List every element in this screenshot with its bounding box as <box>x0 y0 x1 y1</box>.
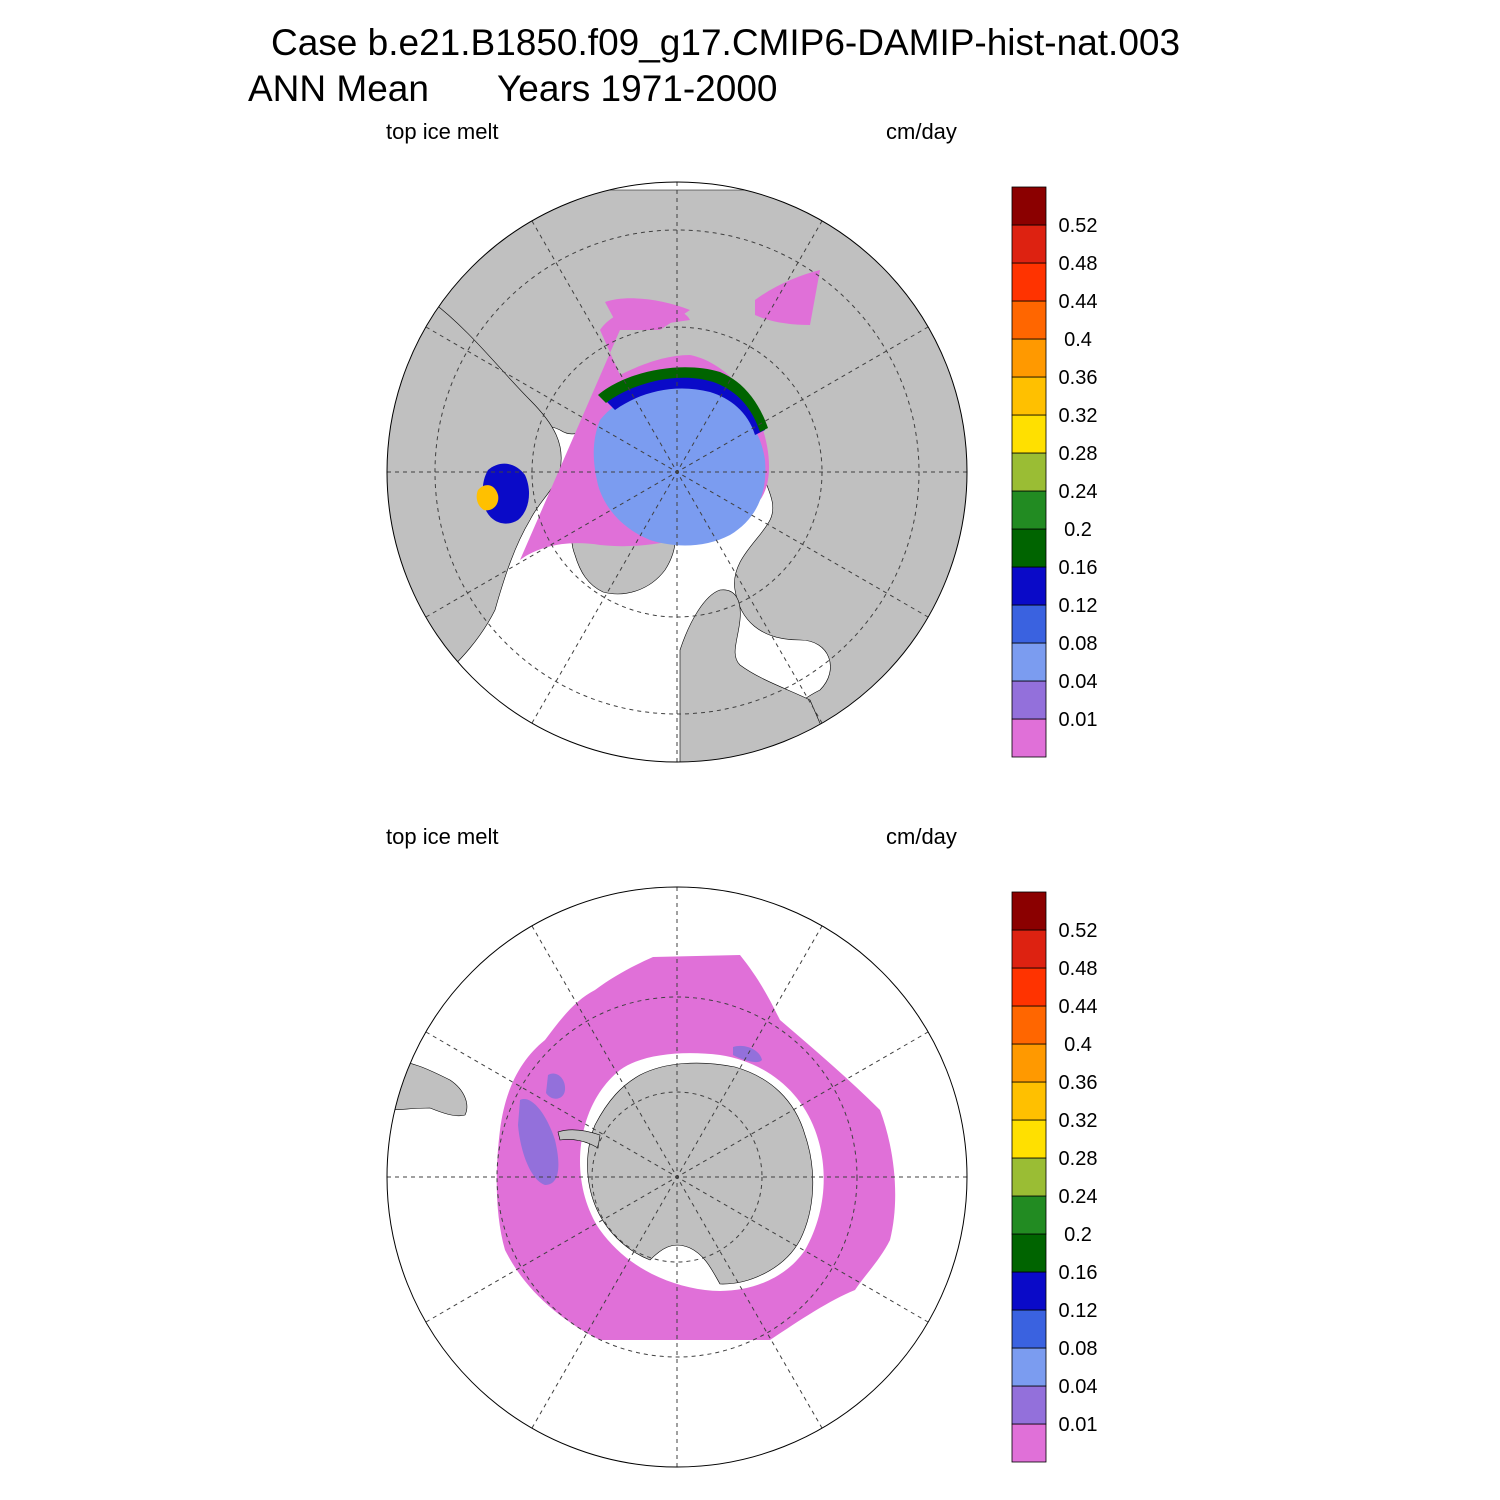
north-colorbar-tick-label: 0.4 <box>1064 329 1092 351</box>
north-colorbar-swatch <box>1011 566 1047 606</box>
south-colorbar-swatch <box>1011 1309 1047 1349</box>
north-colorbar-swatch <box>1011 528 1047 568</box>
north-ice-hudson <box>482 463 530 524</box>
north-ice-central-0.04 <box>593 384 766 546</box>
north-polar-map <box>386 181 968 763</box>
south-land-antarctica <box>587 1062 814 1285</box>
north-colorbar-tick-label: 0.12 <box>1059 595 1098 617</box>
south-colorbar-swatch <box>1011 1233 1047 1273</box>
south-colorbar-swatch <box>1011 1005 1047 1045</box>
north-map-boundary <box>386 181 968 763</box>
north-colorbar: 0.01 0.04 0.08 0.12 0.16 0.2 0.24 0.28 0.32 0.36 0… <box>1011 186 1098 758</box>
north-colorbar-tick-label: 0.01 <box>1059 709 1098 731</box>
south-ice-patch-2 <box>546 1073 566 1099</box>
north-colorbar-swatch <box>1011 262 1047 302</box>
south-colorbar-tick-label: 0.01 <box>1059 1414 1098 1436</box>
south-land-peninsula <box>557 1129 601 1149</box>
south-colorbar-swatch <box>1011 891 1047 931</box>
south-colorbar-tick-label: 0.2 <box>1064 1224 1092 1246</box>
north-colorbar-swatch <box>1011 604 1047 644</box>
figure-title-case: Case b.e21.B1850.f09_g17.CMIP6-DAMIP-his… <box>271 22 1181 63</box>
north-units-label: cm/day <box>886 119 957 144</box>
south-ice-patch-weddell <box>518 1099 559 1185</box>
south-units-label: cm/day <box>886 824 957 849</box>
north-colorbar-tick-label: 0.28 <box>1059 443 1098 465</box>
north-colorbar-swatch <box>1011 376 1047 416</box>
south-polar-map <box>386 886 968 1468</box>
north-ice-edge-0.16 <box>598 367 768 432</box>
north-variable-label: top ice melt <box>386 119 499 144</box>
north-ice-hudson-yellow <box>476 485 499 511</box>
south-colorbar-tick-label: 0.32 <box>1059 1110 1098 1132</box>
south-colorbar-tick-label: 0.28 <box>1059 1148 1098 1170</box>
south-colorbar-tick-label: 0.16 <box>1059 1262 1098 1284</box>
north-colorbar-swatch <box>1011 224 1047 264</box>
north-colorbar-swatch <box>1011 718 1047 758</box>
north-colorbar-swatch <box>1011 680 1047 720</box>
north-ice-rim-0.12 <box>605 375 765 435</box>
south-map-boundary <box>386 886 968 1468</box>
south-colorbar-swatch <box>1011 1081 1047 1121</box>
north-colorbar-tick-label: 0.52 <box>1059 215 1098 237</box>
north-colorbar-tick-label: 0.44 <box>1059 291 1098 313</box>
south-colorbar-tick-label: 0.52 <box>1059 920 1098 942</box>
south-colorbar-tick-label: 0.36 <box>1059 1072 1098 1094</box>
south-colorbar-swatch <box>1011 1271 1047 1311</box>
north-ice-pacific <box>605 298 690 330</box>
south-colorbar-swatch <box>1011 1157 1047 1197</box>
south-ice-patch-3 <box>733 1045 762 1063</box>
north-ice-okhotsk <box>755 270 820 325</box>
south-colorbar-tick-label: 0.48 <box>1059 958 1098 980</box>
north-colorbar-swatch <box>1011 300 1047 340</box>
south-colorbar-swatch <box>1011 1423 1047 1463</box>
north-colorbar-swatch <box>1011 338 1047 378</box>
south-colorbar-swatch <box>1011 1043 1047 1083</box>
south-colorbar-swatch <box>1011 1195 1047 1235</box>
south-colorbar-swatch <box>1011 1385 1047 1425</box>
south-colorbar-swatch <box>1011 967 1047 1007</box>
figure-title-season: ANN Mean <box>248 68 429 109</box>
figure-title-years: Years 1971-2000 <box>497 68 778 109</box>
north-colorbar-swatch <box>1011 414 1047 454</box>
north-colorbar-tick-label: 0.04 <box>1059 671 1098 693</box>
north-colorbar-tick-label: 0.16 <box>1059 557 1098 579</box>
north-colorbar-tick-label: 0.36 <box>1059 367 1098 389</box>
south-colorbar-tick-label: 0.4 <box>1064 1034 1092 1056</box>
south-colorbar-tick-label: 0.04 <box>1059 1376 1098 1398</box>
north-colorbar-swatch <box>1011 186 1047 226</box>
south-colorbar-tick-label: 0.12 <box>1059 1300 1098 1322</box>
south-colorbar-swatch <box>1011 1119 1047 1159</box>
south-colorbar-tick-label: 0.44 <box>1059 996 1098 1018</box>
north-colorbar-swatch <box>1011 642 1047 682</box>
south-colorbar-tick-label: 0.08 <box>1059 1338 1098 1360</box>
north-colorbar-tick-label: 0.2 <box>1064 519 1092 541</box>
south-colorbar-swatch <box>1011 929 1047 969</box>
north-colorbar-tick-label: 0.24 <box>1059 481 1098 503</box>
south-colorbar-tick-label: 0.24 <box>1059 1186 1098 1208</box>
south-colorbar: 0.01 0.04 0.08 0.12 0.16 0.2 0.24 0.28 0.32 0.36 0… <box>1011 891 1098 1463</box>
south-colorbar-swatch <box>1011 1347 1047 1387</box>
north-colorbar-swatch <box>1011 452 1047 492</box>
north-land-europe <box>679 589 841 762</box>
north-colorbar-swatch <box>1011 490 1047 530</box>
south-land-south-america <box>387 1059 468 1117</box>
north-colorbar-tick-label: 0.32 <box>1059 405 1098 427</box>
south-variable-label: top ice melt <box>386 824 499 849</box>
north-colorbar-tick-label: 0.48 <box>1059 253 1098 275</box>
north-colorbar-tick-label: 0.08 <box>1059 633 1098 655</box>
